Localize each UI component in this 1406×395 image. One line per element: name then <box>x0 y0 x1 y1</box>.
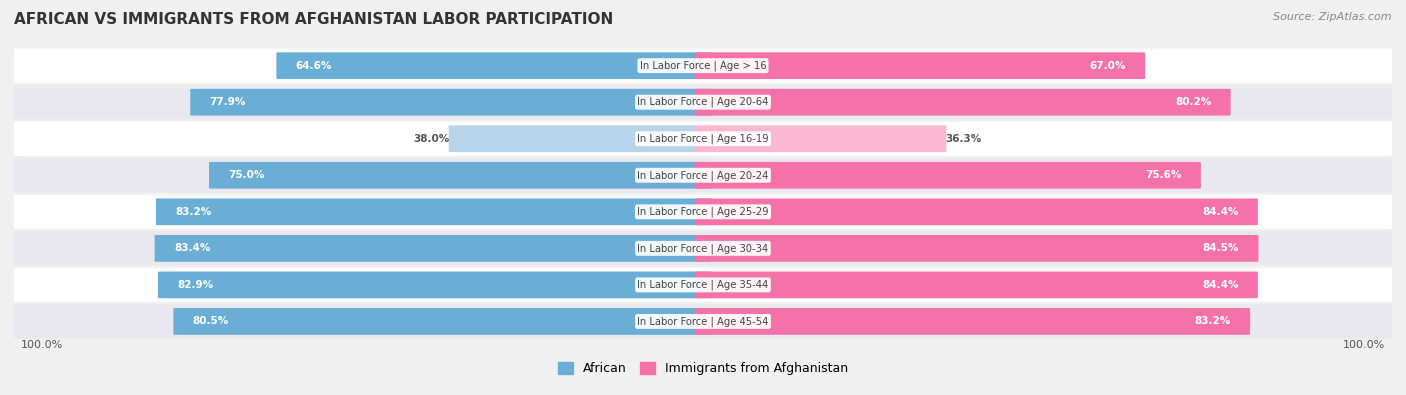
FancyBboxPatch shape <box>0 305 1406 339</box>
Text: In Labor Force | Age 45-54: In Labor Force | Age 45-54 <box>637 316 769 327</box>
FancyBboxPatch shape <box>695 235 1258 262</box>
Text: 82.9%: 82.9% <box>177 280 214 290</box>
FancyBboxPatch shape <box>0 85 1406 119</box>
FancyBboxPatch shape <box>695 308 1250 335</box>
FancyBboxPatch shape <box>190 89 711 116</box>
Text: Source: ZipAtlas.com: Source: ZipAtlas.com <box>1274 12 1392 22</box>
Text: 77.9%: 77.9% <box>209 97 246 107</box>
Text: 80.2%: 80.2% <box>1175 97 1212 107</box>
FancyBboxPatch shape <box>0 158 1406 192</box>
Text: 100.0%: 100.0% <box>21 340 63 350</box>
Text: AFRICAN VS IMMIGRANTS FROM AFGHANISTAN LABOR PARTICIPATION: AFRICAN VS IMMIGRANTS FROM AFGHANISTAN L… <box>14 12 613 27</box>
FancyBboxPatch shape <box>173 308 711 335</box>
FancyBboxPatch shape <box>156 198 711 225</box>
Text: In Labor Force | Age 20-64: In Labor Force | Age 20-64 <box>637 97 769 107</box>
FancyBboxPatch shape <box>695 198 1258 225</box>
FancyBboxPatch shape <box>157 271 711 298</box>
Text: 84.4%: 84.4% <box>1202 280 1239 290</box>
Text: 75.6%: 75.6% <box>1146 170 1181 180</box>
Text: 83.4%: 83.4% <box>174 243 211 253</box>
Text: 64.6%: 64.6% <box>295 61 332 71</box>
FancyBboxPatch shape <box>0 231 1406 265</box>
Text: In Labor Force | Age 30-34: In Labor Force | Age 30-34 <box>637 243 769 254</box>
FancyBboxPatch shape <box>0 195 1406 229</box>
FancyBboxPatch shape <box>695 271 1258 298</box>
Text: 100.0%: 100.0% <box>1343 340 1385 350</box>
FancyBboxPatch shape <box>209 162 711 189</box>
Text: 80.5%: 80.5% <box>193 316 229 326</box>
FancyBboxPatch shape <box>0 49 1406 83</box>
FancyBboxPatch shape <box>155 235 711 262</box>
FancyBboxPatch shape <box>695 125 946 152</box>
FancyBboxPatch shape <box>449 125 711 152</box>
Text: 83.2%: 83.2% <box>1195 316 1230 326</box>
Text: In Labor Force | Age 16-19: In Labor Force | Age 16-19 <box>637 134 769 144</box>
Text: 84.5%: 84.5% <box>1202 243 1239 253</box>
Text: 38.0%: 38.0% <box>413 134 450 144</box>
FancyBboxPatch shape <box>277 52 711 79</box>
Text: 67.0%: 67.0% <box>1090 61 1126 71</box>
Text: In Labor Force | Age 35-44: In Labor Force | Age 35-44 <box>637 280 769 290</box>
Legend: African, Immigrants from Afghanistan: African, Immigrants from Afghanistan <box>554 357 852 380</box>
Text: In Labor Force | Age > 16: In Labor Force | Age > 16 <box>640 60 766 71</box>
FancyBboxPatch shape <box>0 122 1406 156</box>
Text: 36.3%: 36.3% <box>945 134 981 144</box>
Text: 83.2%: 83.2% <box>176 207 211 217</box>
FancyBboxPatch shape <box>695 52 1144 79</box>
Text: In Labor Force | Age 25-29: In Labor Force | Age 25-29 <box>637 207 769 217</box>
FancyBboxPatch shape <box>695 89 1230 116</box>
FancyBboxPatch shape <box>0 268 1406 302</box>
Text: 84.4%: 84.4% <box>1202 207 1239 217</box>
Text: In Labor Force | Age 20-24: In Labor Force | Age 20-24 <box>637 170 769 181</box>
Text: 75.0%: 75.0% <box>228 170 264 180</box>
FancyBboxPatch shape <box>695 162 1201 189</box>
